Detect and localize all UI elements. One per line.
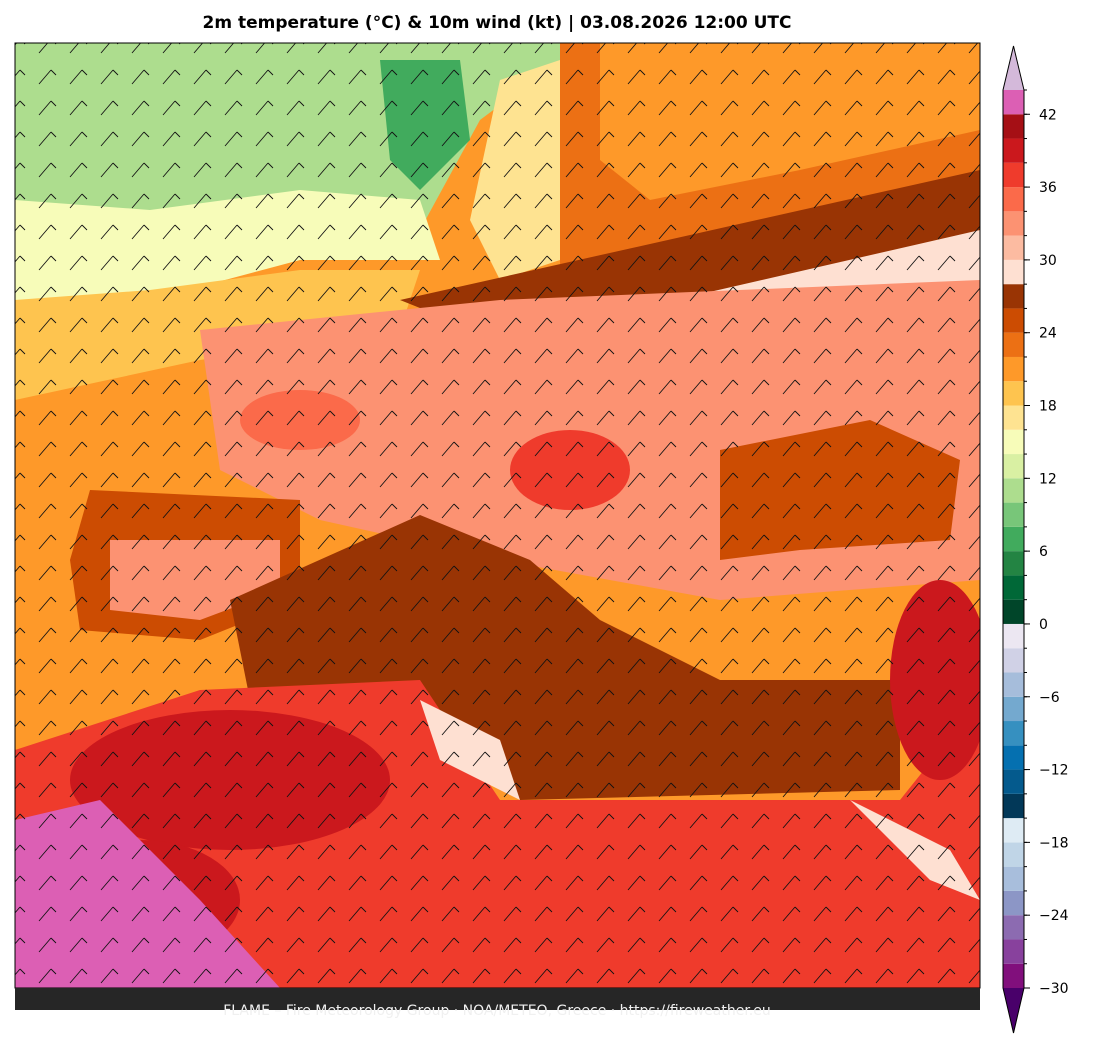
colorbar: −30 −24 −18 −12 −6 0 6 12 18 24 30 36 42 xyxy=(1002,45,1069,1034)
colorbar-bin xyxy=(1003,187,1024,212)
colorbar-bin xyxy=(1003,235,1024,260)
tick-label: 24 xyxy=(1039,326,1057,342)
colorbar-bin xyxy=(1003,696,1024,722)
tick-label: 12 xyxy=(1039,471,1057,487)
colorbar-bin xyxy=(1003,526,1024,552)
colorbar-bin xyxy=(1003,623,1024,649)
tick-label: 42 xyxy=(1039,107,1057,123)
colorbar-bin xyxy=(1003,963,1024,988)
tick-label: 30 xyxy=(1039,253,1057,269)
colorbar-bin xyxy=(1003,405,1024,430)
colorbar-bin xyxy=(1003,915,1024,940)
tick-label: −30 xyxy=(1039,981,1069,997)
tick-label: −6 xyxy=(1039,690,1060,706)
footer-text: FLAME – Fire Meteorology Group · NOA/MET… xyxy=(223,1003,771,1019)
colorbar-bin xyxy=(1003,793,1024,819)
tick-label: 18 xyxy=(1039,399,1057,415)
colorbar-bin xyxy=(1003,138,1024,163)
tick-label: −12 xyxy=(1039,763,1069,779)
colorbar-bin xyxy=(1003,599,1024,624)
colorbar-bin xyxy=(1003,890,1024,916)
colorbar-bin xyxy=(1003,769,1024,794)
colorbar-bin xyxy=(1003,114,1024,139)
colorbar-bin xyxy=(1003,866,1024,891)
footer-band xyxy=(15,988,980,1010)
colorbar-bin xyxy=(1003,211,1024,236)
colorbar-bin xyxy=(1003,429,1024,455)
colorbar-bin xyxy=(1003,939,1024,964)
colorbar-bin xyxy=(1003,284,1024,309)
colorbar-bin xyxy=(1003,842,1024,867)
tick-label: 0 xyxy=(1039,617,1048,633)
colorbar-bin xyxy=(1003,575,1024,600)
colorbar-bin xyxy=(1003,356,1024,382)
tick-label: −18 xyxy=(1039,835,1069,851)
tick-label: 6 xyxy=(1039,544,1048,560)
colorbar-bin xyxy=(1003,308,1024,333)
colorbar-bin xyxy=(1003,818,1024,843)
colorbar-bin xyxy=(1003,745,1024,770)
temperature-map xyxy=(15,43,980,988)
colorbar-under xyxy=(1003,988,1024,1033)
colorbar-bin xyxy=(1003,454,1024,479)
tick-label: 36 xyxy=(1039,180,1057,196)
tick-label: −24 xyxy=(1039,908,1069,924)
colorbar-over xyxy=(1003,46,1024,90)
map-title: 2m temperature (°C) & 10m wind (kt) | 03… xyxy=(202,13,791,33)
colorbar-bin xyxy=(1003,478,1024,503)
colorbar-bin xyxy=(1003,551,1024,576)
colorbar-bin xyxy=(1003,721,1024,746)
colorbar-bin xyxy=(1003,381,1024,406)
colorbar-bin xyxy=(1003,672,1024,697)
colorbar-bin xyxy=(1003,90,1024,115)
colorbar-bin xyxy=(1003,332,1024,357)
colorbar-bin xyxy=(1003,259,1024,285)
colorbar-bin xyxy=(1003,162,1024,188)
colorbar-bin xyxy=(1003,648,1024,673)
colorbar-bin xyxy=(1003,502,1024,527)
